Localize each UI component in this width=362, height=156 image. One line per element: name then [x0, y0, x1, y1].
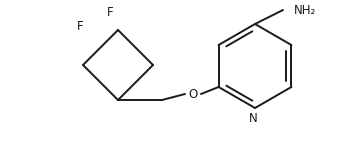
Text: N: N — [249, 112, 257, 124]
Text: O: O — [188, 88, 198, 100]
Text: NH₂: NH₂ — [294, 3, 316, 17]
Text: F: F — [107, 5, 113, 19]
Text: F: F — [77, 20, 83, 32]
